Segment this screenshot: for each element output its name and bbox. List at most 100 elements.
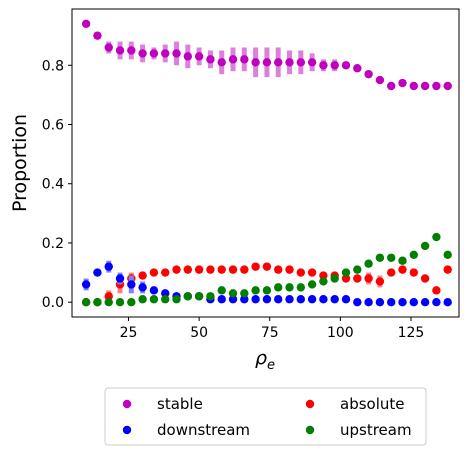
upstream-point xyxy=(115,297,125,307)
stable-point xyxy=(443,81,452,91)
stable-point xyxy=(375,75,385,85)
upstream-point xyxy=(364,259,373,268)
y-axis-ticks: 0.0 0.2 0.4 0.6 0.8 xyxy=(42,58,72,311)
x-tick-label: 100 xyxy=(327,325,354,341)
upstream-point xyxy=(353,265,362,274)
downstream-point xyxy=(217,295,226,304)
upstream-point xyxy=(387,253,396,262)
absolute-point xyxy=(296,268,306,277)
stable-point xyxy=(183,52,193,61)
downstream-point xyxy=(296,295,306,304)
upstream-point xyxy=(375,253,385,262)
absolute-point xyxy=(251,262,260,271)
plot-marks xyxy=(81,19,452,307)
legend-marker-upstream xyxy=(305,425,315,435)
downstream-point xyxy=(319,295,328,304)
y-tick-label: 0.2 xyxy=(42,236,64,252)
absolute-point xyxy=(375,277,385,286)
stable-point xyxy=(387,81,396,91)
absolute-point xyxy=(206,265,215,274)
stable-point xyxy=(228,55,238,64)
upstream-point xyxy=(443,250,452,260)
stable-point xyxy=(93,31,102,40)
upstream-point xyxy=(296,283,306,292)
downstream-point xyxy=(138,283,147,292)
x-tick-label: 75 xyxy=(261,325,279,341)
upstream-point xyxy=(240,289,249,298)
y-tick-label: 0.0 xyxy=(42,295,64,311)
downstream-point xyxy=(443,297,452,307)
stable-point xyxy=(262,58,272,67)
upstream-point xyxy=(262,286,272,295)
upstream-point xyxy=(127,297,136,307)
legend-marker-stable xyxy=(122,399,132,409)
downstream-point xyxy=(353,297,362,307)
absolute-point xyxy=(240,265,249,274)
stable-point xyxy=(104,43,113,52)
upstream-point xyxy=(307,280,317,289)
absolute-point xyxy=(274,265,283,274)
stable-point xyxy=(341,61,351,70)
x-axis-ticks: 25 50 75 100 125 xyxy=(120,317,425,341)
absolute-point xyxy=(172,265,181,274)
downstream-point xyxy=(274,295,283,304)
downstream-point xyxy=(104,262,113,271)
y-tick-label: 0.8 xyxy=(42,58,64,74)
stable-point xyxy=(330,61,339,70)
stable-point xyxy=(409,81,419,91)
stable-point xyxy=(81,19,91,29)
stable-point xyxy=(398,78,407,88)
series-upstream xyxy=(81,232,452,307)
downstream-point xyxy=(364,297,373,307)
stable-point xyxy=(420,81,430,91)
legend-label-upstream: upstream xyxy=(340,421,412,439)
absolute-point xyxy=(387,268,396,277)
absolute-point xyxy=(138,271,147,280)
stable-point xyxy=(217,58,226,67)
stable-point xyxy=(240,55,249,64)
absolute-point xyxy=(341,274,351,283)
upstream-point xyxy=(93,297,102,307)
upstream-point xyxy=(319,277,328,286)
stable-point xyxy=(172,49,181,58)
absolute-point xyxy=(262,262,272,271)
stable-point xyxy=(161,49,170,58)
upstream-point xyxy=(183,292,193,301)
x-tick-label: 125 xyxy=(398,325,425,341)
x-tick-label: 50 xyxy=(190,325,208,341)
absolute-point xyxy=(364,274,373,283)
downstream-point xyxy=(115,274,125,283)
downstream-point xyxy=(432,297,441,307)
absolute-point xyxy=(217,265,226,274)
downstream-point xyxy=(341,295,351,304)
stable-point xyxy=(432,81,441,91)
downstream-point xyxy=(161,289,170,298)
upstream-point xyxy=(398,256,407,265)
downstream-point xyxy=(127,280,136,289)
stable-point xyxy=(307,58,317,67)
downstream-point xyxy=(285,295,294,304)
absolute-point xyxy=(285,265,294,274)
series-stable xyxy=(81,19,452,91)
legend-marker-absolute xyxy=(305,399,315,409)
absolute-point xyxy=(319,271,328,280)
absolute-point xyxy=(443,265,452,274)
stable-point xyxy=(251,58,260,67)
stable-point xyxy=(364,69,373,79)
absolute-point xyxy=(149,268,159,277)
downstream-point xyxy=(375,297,385,307)
stable-point xyxy=(296,58,306,67)
upstream-point xyxy=(251,286,260,295)
legend-label-stable: stable xyxy=(157,395,203,413)
legend-label-absolute: absolute xyxy=(340,395,405,413)
upstream-point xyxy=(285,283,294,292)
upstream-point xyxy=(104,297,113,307)
absolute-point xyxy=(104,292,113,301)
upstream-point xyxy=(409,250,419,260)
upstream-point xyxy=(149,295,159,304)
x-tick-label: 25 xyxy=(120,325,138,341)
absolute-point xyxy=(398,265,407,274)
absolute-point xyxy=(420,274,430,283)
y-axis-label: Proportion xyxy=(9,114,31,212)
